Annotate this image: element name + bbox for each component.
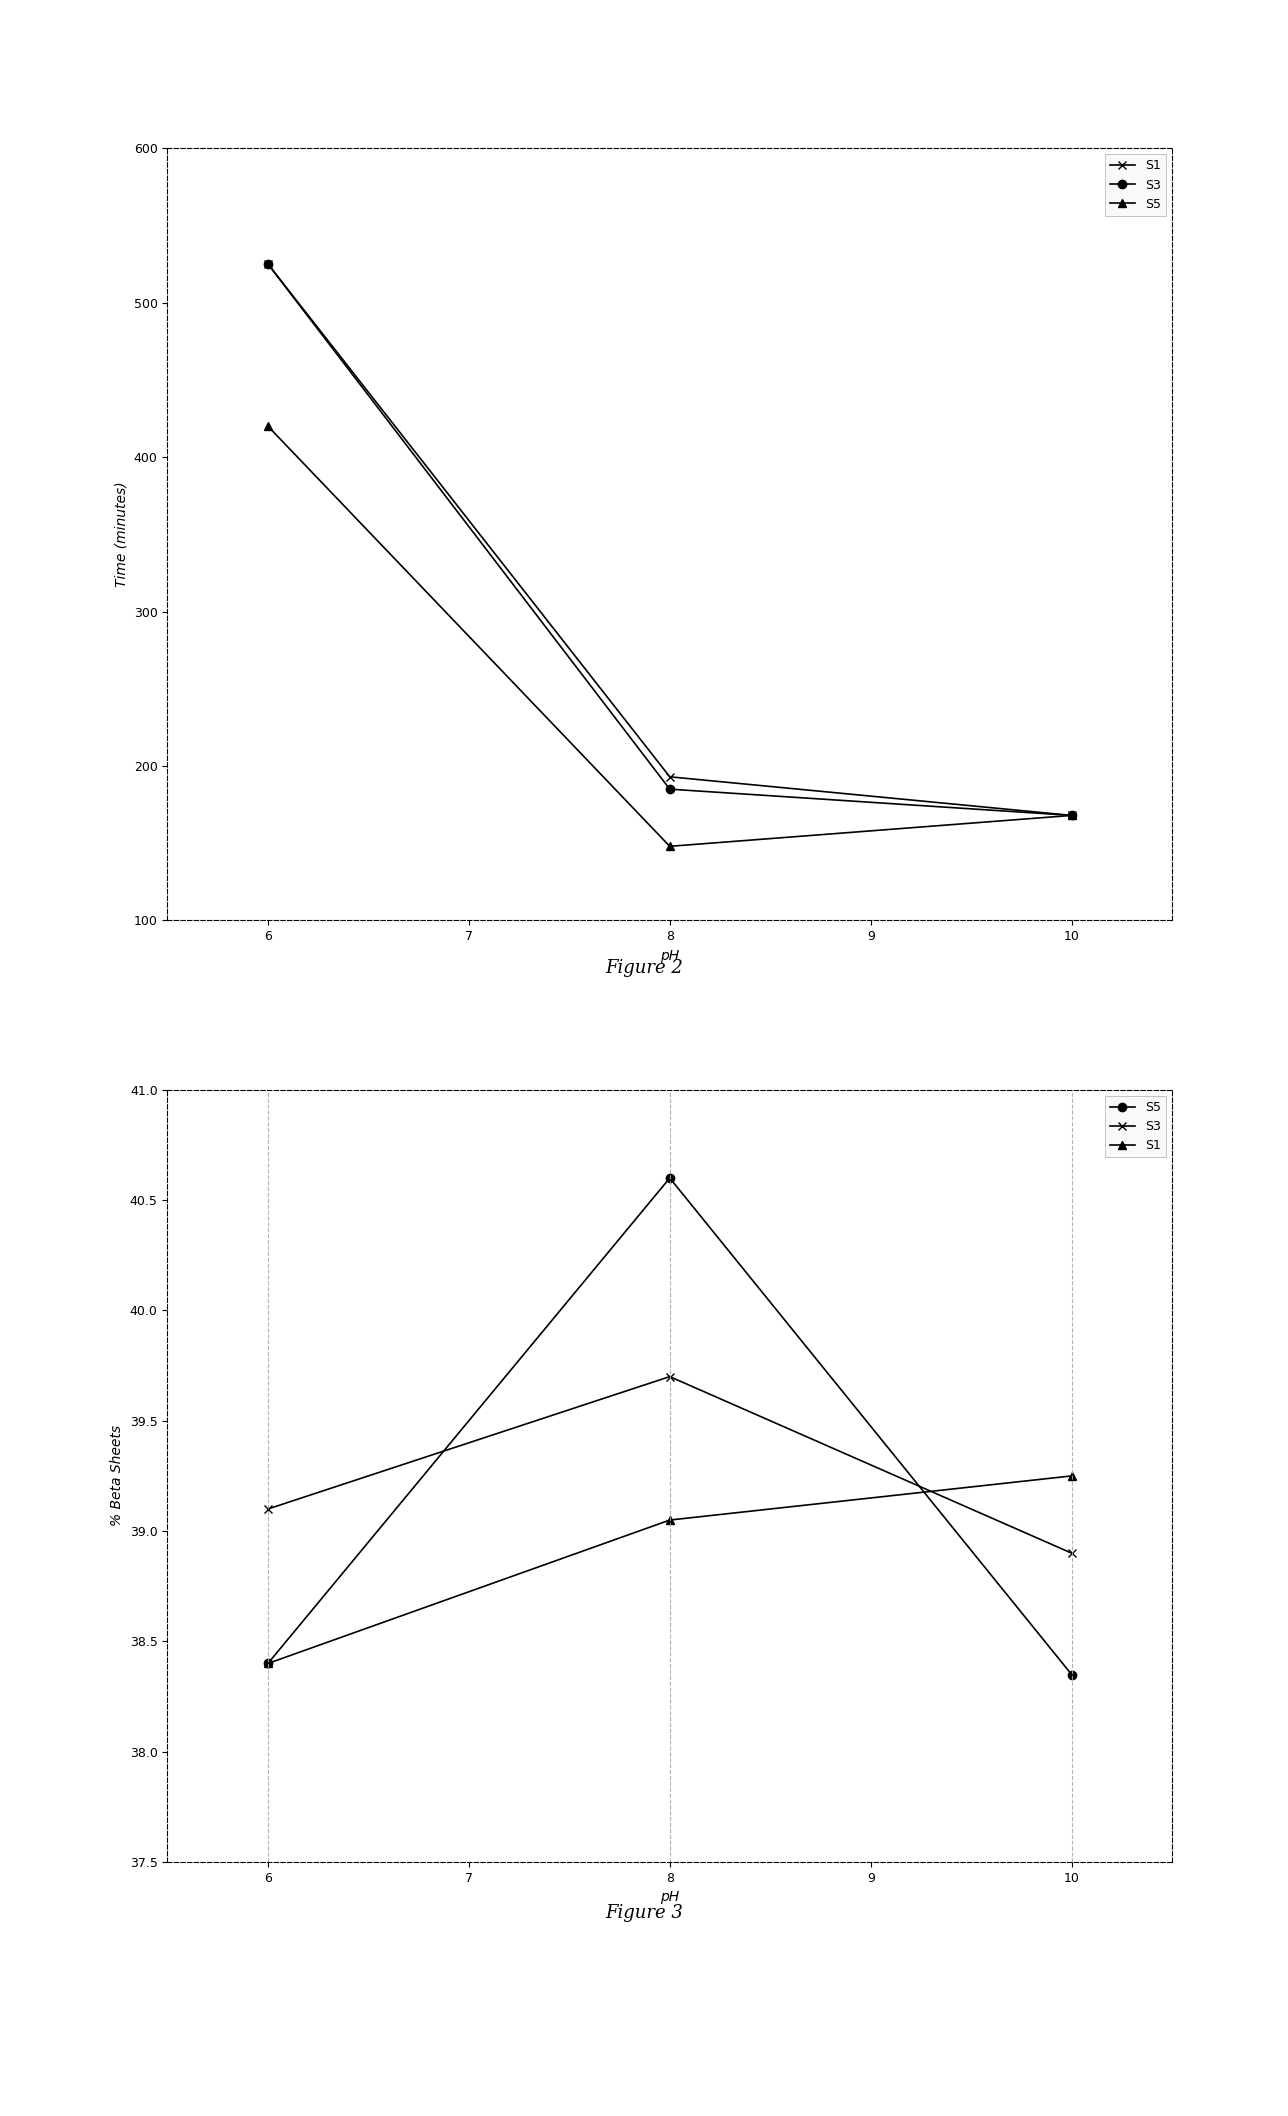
S5 [662,1166,677,1191]
Text: Figure 3: Figure 3 [605,1904,683,1923]
S1 [260,1650,276,1676]
S1 [260,252,276,277]
S3 [1064,1540,1079,1566]
Legend: S1, S3, S5: S1, S3, S5 [1105,154,1166,216]
Line: S3: S3 [264,1373,1075,1557]
S1 [662,1507,677,1532]
S5 [260,1650,276,1676]
S5 [260,413,276,438]
S5 [1064,1661,1079,1686]
Text: Figure 2: Figure 2 [605,959,683,978]
S1 [1064,1462,1079,1488]
Line: S1: S1 [264,260,1075,819]
Line: S5: S5 [264,1174,1075,1678]
S3 [1064,802,1079,827]
S3 [662,777,677,802]
S3 [260,1496,276,1521]
S1 [662,764,677,789]
Y-axis label: Time (minutes): Time (minutes) [115,482,129,586]
S3 [260,252,276,277]
Line: S5: S5 [264,421,1075,851]
S5 [662,834,677,859]
Line: S1: S1 [264,1473,1075,1667]
S3 [662,1365,677,1390]
Line: S3: S3 [264,260,1075,819]
S5 [1064,802,1079,827]
X-axis label: pH: pH [661,948,679,963]
Y-axis label: % Beta Sheets: % Beta Sheets [111,1426,124,1526]
X-axis label: pH: pH [661,1890,679,1904]
Legend: S5, S3, S1: S5, S3, S1 [1105,1096,1166,1157]
S1 [1064,802,1079,827]
